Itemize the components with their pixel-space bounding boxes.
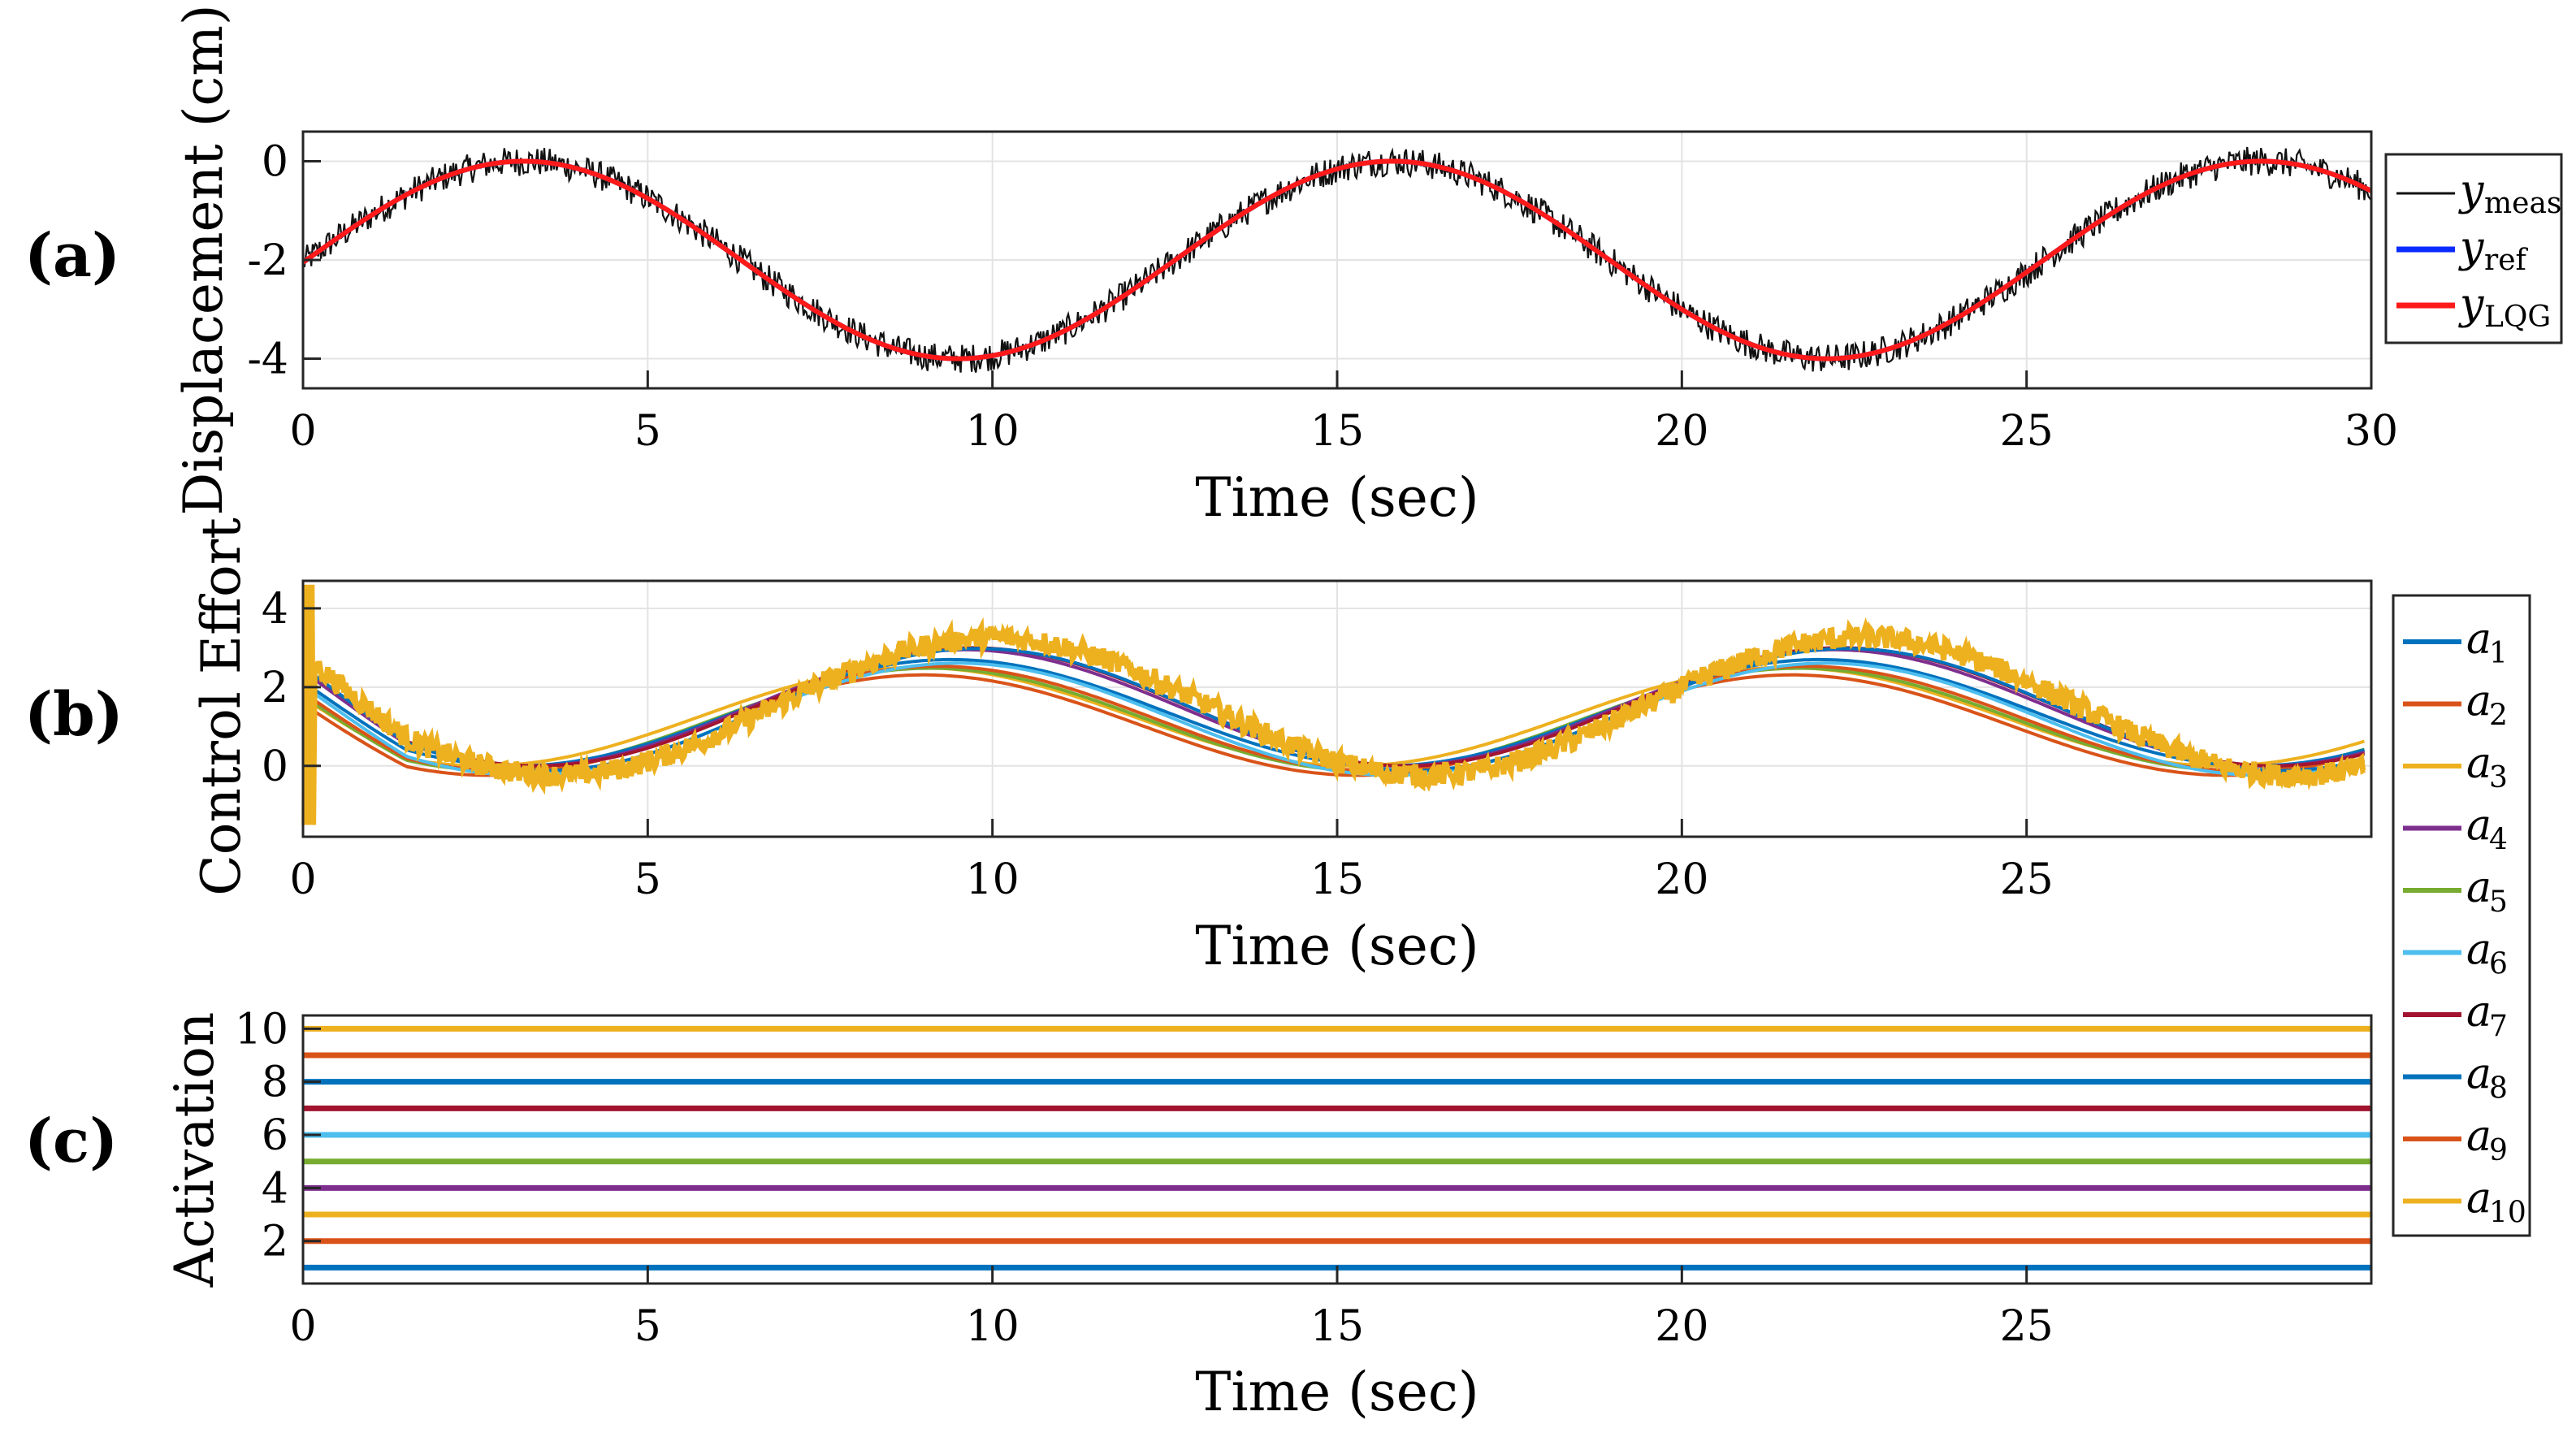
series-effort-a1 xyxy=(303,657,2366,768)
panel-a-grid xyxy=(302,132,2372,388)
xtick-label-a-2: 10 xyxy=(966,407,1020,456)
series-effort-a3 xyxy=(301,584,2366,825)
legend-sub-a10: 10 xyxy=(2489,1197,2526,1230)
legend-sub-a8: 8 xyxy=(2489,1072,2508,1106)
legend-sub-a6: 6 xyxy=(2489,948,2508,981)
xtick-label-b-4: 20 xyxy=(1655,855,1708,904)
series-effort-a4 xyxy=(303,647,2366,768)
legend-label-a7: a xyxy=(2466,988,2492,1037)
panel-b-series xyxy=(301,584,2366,825)
legend-label-a9: a xyxy=(2466,1112,2492,1161)
legend-label-a8: a xyxy=(2466,1050,2492,1099)
ytick-label-a-1: -2 xyxy=(247,236,288,285)
panel-c-ylabel: Activation xyxy=(163,1012,226,1288)
xtick-label-a-6: 30 xyxy=(2344,407,2398,456)
series-ylqg xyxy=(301,158,2373,362)
xtick-label-c-0: 0 xyxy=(289,1302,316,1351)
legend-sub-a7: 7 xyxy=(2489,1010,2508,1043)
legend-sub-ylqg: LQG xyxy=(2484,301,2551,334)
panel-a-legend: y meas y ref y LQG xyxy=(2384,153,2563,344)
legend-sub-a4: 4 xyxy=(2489,824,2508,857)
legend-sub-a1: 1 xyxy=(2489,637,2508,670)
xtick-label-b-3: 15 xyxy=(1310,855,1364,904)
panel-b-ylabel: Control Effort xyxy=(190,517,253,896)
panel-c-xlabel: Time (sec) xyxy=(1195,1361,1478,1423)
xtick-label-c-2: 10 xyxy=(966,1302,1020,1351)
panel-b-ticks: 0 5 10 15 20 25 0 2 4 xyxy=(262,585,2054,904)
legend-sub-ymeas: meas xyxy=(2484,187,2561,220)
xtick-label-c-5: 25 xyxy=(2000,1302,2054,1351)
panel-a-xlabel: Time (sec) xyxy=(1195,466,1478,529)
ytick-label-c-0: 2 xyxy=(262,1218,288,1266)
xtick-label-a-4: 20 xyxy=(1655,407,1708,456)
legend-sub-a5: 5 xyxy=(2489,885,2508,919)
ytick-label-b-1: 2 xyxy=(262,664,288,712)
ytick-label-c-2: 6 xyxy=(262,1111,288,1160)
xtick-label-b-5: 25 xyxy=(2000,855,2054,904)
xtick-label-a-0: 0 xyxy=(289,407,316,456)
panel-c-series xyxy=(303,1025,2371,1271)
xtick-label-c-1: 5 xyxy=(634,1302,661,1351)
legend-label-a5: a xyxy=(2466,864,2492,912)
ytick-label-a-2: 0 xyxy=(262,137,288,186)
legend-label-yref: y xyxy=(2458,223,2484,272)
legend-label-a1: a xyxy=(2466,615,2492,664)
legend-label-a2: a xyxy=(2466,678,2492,726)
legend-sub-yref: ref xyxy=(2484,244,2529,277)
panel-label-a: (a) xyxy=(24,221,120,291)
panel-a-displacement: 0 5 10 15 20 25 30 -4 -2 0 Time (sec) Displacemen… xyxy=(172,4,2563,529)
legend-sub-a9: 9 xyxy=(2489,1134,2508,1167)
legend-sub-a2: 2 xyxy=(2489,699,2508,733)
panel-b-xlabel: Time (sec) xyxy=(1195,915,1478,977)
legend-label-a3: a xyxy=(2466,739,2492,788)
panel-label-c: (c) xyxy=(24,1106,118,1176)
xtick-label-b-2: 10 xyxy=(966,855,1020,904)
panel-c-ticks: 0 5 10 15 20 25 2 468 10 xyxy=(235,1005,2054,1351)
xtick-label-a-1: 5 xyxy=(634,407,661,456)
ytick-label-a-0: -4 xyxy=(247,336,288,384)
ytick-label-c-3: 8 xyxy=(262,1059,288,1107)
ytick-label-b-2: 4 xyxy=(262,585,288,634)
legend-sub-a3: 3 xyxy=(2489,761,2508,794)
xtick-label-c-3: 15 xyxy=(1310,1302,1364,1351)
ytick-label-b-0: 0 xyxy=(262,742,288,791)
xtick-label-b-1: 5 xyxy=(634,855,661,904)
xtick-label-b-0: 0 xyxy=(289,855,316,904)
xtick-label-a-3: 15 xyxy=(1310,407,1364,456)
legend-label-ylqg: y xyxy=(2458,280,2484,329)
series-effort-a10 xyxy=(303,665,2366,768)
xtick-label-c-4: 20 xyxy=(1655,1302,1708,1351)
legend-label-ymeas: y xyxy=(2458,167,2484,215)
panel-a-ylabel: Displacement (cm) xyxy=(172,4,235,515)
xtick-label-a-5: 25 xyxy=(2000,407,2054,456)
panel-a-ticks: 0 5 10 15 20 25 30 -4 -2 0 xyxy=(247,137,2398,456)
legend-label-a6: a xyxy=(2466,926,2492,975)
legend-label-a10: a xyxy=(2466,1175,2492,1223)
panel-label-b: (b) xyxy=(24,680,123,750)
ytick-label-c-4: 10 xyxy=(235,1005,288,1054)
panel-c-activation: 0 5 10 15 20 25 2 468 10 Time (sec) Activation xyxy=(163,1005,2373,1423)
ytick-label-c-1: 4 xyxy=(262,1164,288,1213)
legend-label-a4: a xyxy=(2466,802,2492,851)
panel-a-series xyxy=(301,146,2373,373)
